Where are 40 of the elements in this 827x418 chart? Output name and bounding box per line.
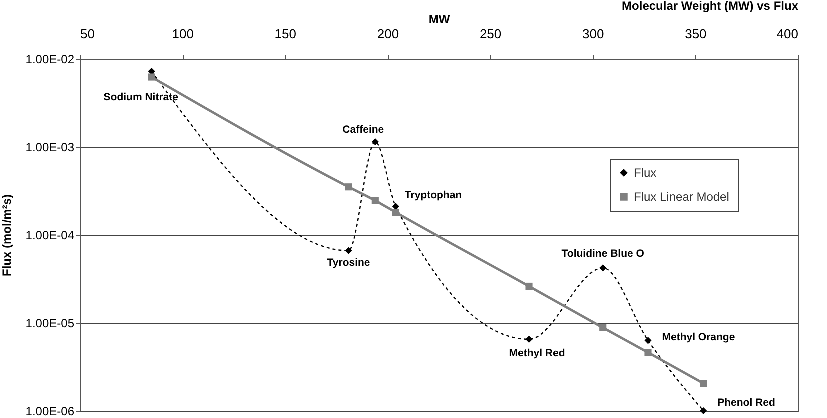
y-tick-label: 1.00E-04 <box>26 228 75 242</box>
point <box>600 264 607 272</box>
x-tick-label: 250 <box>480 26 502 42</box>
annotation: Sodium Nitrate <box>104 92 179 104</box>
point <box>345 247 352 254</box>
annotation: Phenol Red <box>718 397 776 409</box>
y-tick-label: 1.00E-03 <box>26 140 75 154</box>
point <box>644 337 652 344</box>
y-tick-label: 1.00E-05 <box>26 316 75 330</box>
annotation: Tyrosine <box>327 256 370 269</box>
annotation: Toluidine Blue O <box>562 248 644 260</box>
point <box>700 380 708 388</box>
point <box>372 138 379 146</box>
point <box>392 209 400 216</box>
x-tick-label: 300 <box>582 26 604 42</box>
annotation: Methyl Orange <box>662 332 736 344</box>
point <box>345 184 352 191</box>
point <box>700 407 708 415</box>
x-tick-label: 400 <box>776 26 798 42</box>
point <box>148 74 156 81</box>
point <box>600 324 607 332</box>
x-tick-label: 50 <box>80 26 95 42</box>
legend-label: Flux Linear Model <box>634 190 730 204</box>
x-tick-label: 150 <box>274 26 296 42</box>
point <box>526 282 533 290</box>
annotation: Caffeine <box>342 124 384 136</box>
x-tick-label: 200 <box>377 26 400 42</box>
point <box>644 349 652 356</box>
x-tick-label: 100 <box>172 26 194 42</box>
y-tick-label: 1.00E-06 <box>26 404 75 418</box>
x-axis-title: MW <box>428 12 451 26</box>
annotation: Methyl Red <box>509 347 566 360</box>
point <box>372 197 379 204</box>
y-axis-title: Flux (mol/m²s) <box>0 194 14 277</box>
legend-label: Flux <box>634 166 657 180</box>
chart-title: Molecular Weight (MW) vs Flux <box>622 0 799 13</box>
y-tick-label: 1.00E-02 <box>26 52 75 66</box>
annotation: Tryptophan <box>404 190 462 202</box>
x-tick-label: 350 <box>685 26 707 42</box>
point <box>526 336 533 343</box>
